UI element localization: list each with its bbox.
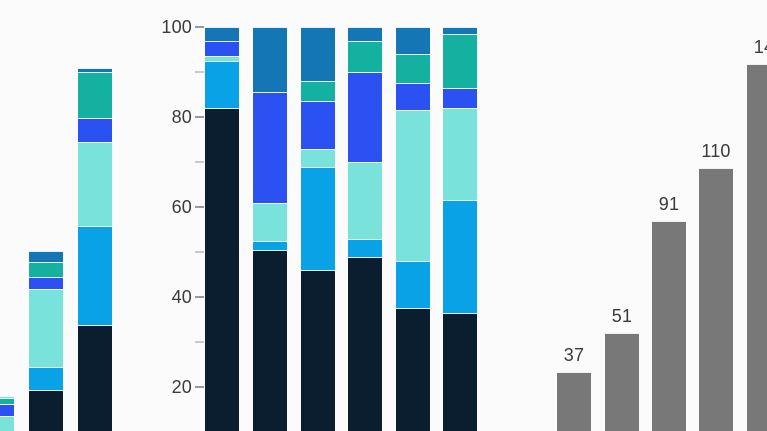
y-axis-label: 40 [171, 287, 192, 307]
bar-segment-royal [301, 101, 335, 149]
bar-segment-teal [78, 72, 112, 118]
y-axis-major-tick [195, 386, 204, 388]
bar-segment-royal [443, 87, 477, 108]
y-axis-label: 20 [171, 377, 192, 397]
bar-segment-lightcyan [78, 142, 112, 226]
bar-segment-azure [348, 238, 382, 257]
bar-segment-gray [747, 63, 767, 431]
bar-segment-lightcyan [29, 288, 63, 368]
bar-segment-royal [29, 277, 63, 289]
bar-segment-teal [29, 261, 63, 278]
bar-segment-azure [253, 240, 287, 250]
bar-segment-ocean [205, 27, 239, 41]
bar-segment-royal [0, 404, 14, 416]
y-axis-label: 100 [161, 17, 192, 37]
bar-segment-navy [78, 324, 112, 431]
bar-value-label: 110 [701, 140, 731, 161]
bar-segment-ocean [301, 27, 335, 81]
bar-segment-teal [301, 81, 335, 102]
bar-segment-teal [396, 54, 430, 84]
bar-segment-azure [29, 367, 63, 391]
y-axis-major-tick [195, 206, 204, 208]
bar-segment-gray [557, 371, 591, 431]
y-axis-label: 60 [171, 197, 192, 217]
bar-segment-azure [396, 261, 430, 309]
bar-segment-azure [301, 166, 335, 270]
bar-segment-royal [396, 83, 430, 111]
bar-value-label: 14 [753, 36, 767, 57]
bar-segment-royal [205, 40, 239, 57]
bar-segment-lightcyan [0, 415, 14, 431]
y-axis-major-tick [195, 26, 204, 28]
bar-segment-lightcyan [301, 148, 335, 167]
y-axis-minor-tick [195, 341, 204, 343]
bar-segment-navy [29, 390, 63, 431]
y-axis-minor-tick [195, 71, 204, 73]
y-axis-major-tick [195, 116, 204, 118]
bar-segment-royal [253, 92, 287, 203]
y-axis-minor-tick [195, 161, 204, 163]
bar-segment-navy [396, 308, 430, 431]
bar-segment-navy [443, 312, 477, 431]
bar-segment-ocean [78, 67, 112, 72]
bar-segment-lightcyan [443, 108, 477, 201]
bar-segment-navy [348, 256, 382, 431]
y-axis-major-tick [195, 296, 204, 298]
bar-value-label: 51 [611, 305, 633, 326]
bar-value-label: 91 [658, 193, 680, 214]
bar-segment-ocean [443, 27, 477, 34]
bar-segment-lightcyan [205, 56, 239, 61]
bar-segment-teal [348, 40, 382, 72]
bar-segment-lightcyan [253, 202, 287, 241]
bar-segment-royal [348, 72, 382, 162]
bar-segment-teal [443, 33, 477, 88]
bar-segment-azure [443, 200, 477, 313]
bar-segment-azure [205, 60, 239, 108]
bar-segment-lightcyan [396, 110, 430, 261]
bar-segment-navy [301, 270, 335, 431]
bar-segment-ocean [253, 27, 287, 93]
bar-value-label: 37 [563, 344, 585, 365]
bar-segment-azure [78, 225, 112, 325]
bar-segment-royal [78, 117, 112, 143]
y-axis-minor-tick [195, 251, 204, 253]
bar-segment-gray [605, 332, 639, 431]
bar-segment-lightcyan [348, 162, 382, 239]
y-axis-label: 80 [171, 107, 192, 127]
bar-segment-navy [205, 108, 239, 431]
bar-segment-navy [253, 249, 287, 431]
bar-segment-gray [652, 220, 686, 431]
bar-segment-teal [0, 398, 14, 405]
bar-segment-ocean [29, 250, 63, 262]
bar-segment-ocean [396, 27, 430, 54]
bar-segment-gray [699, 167, 733, 431]
bar-segment-lightcyan [0, 396, 14, 399]
bar-segment-ocean [348, 27, 382, 41]
